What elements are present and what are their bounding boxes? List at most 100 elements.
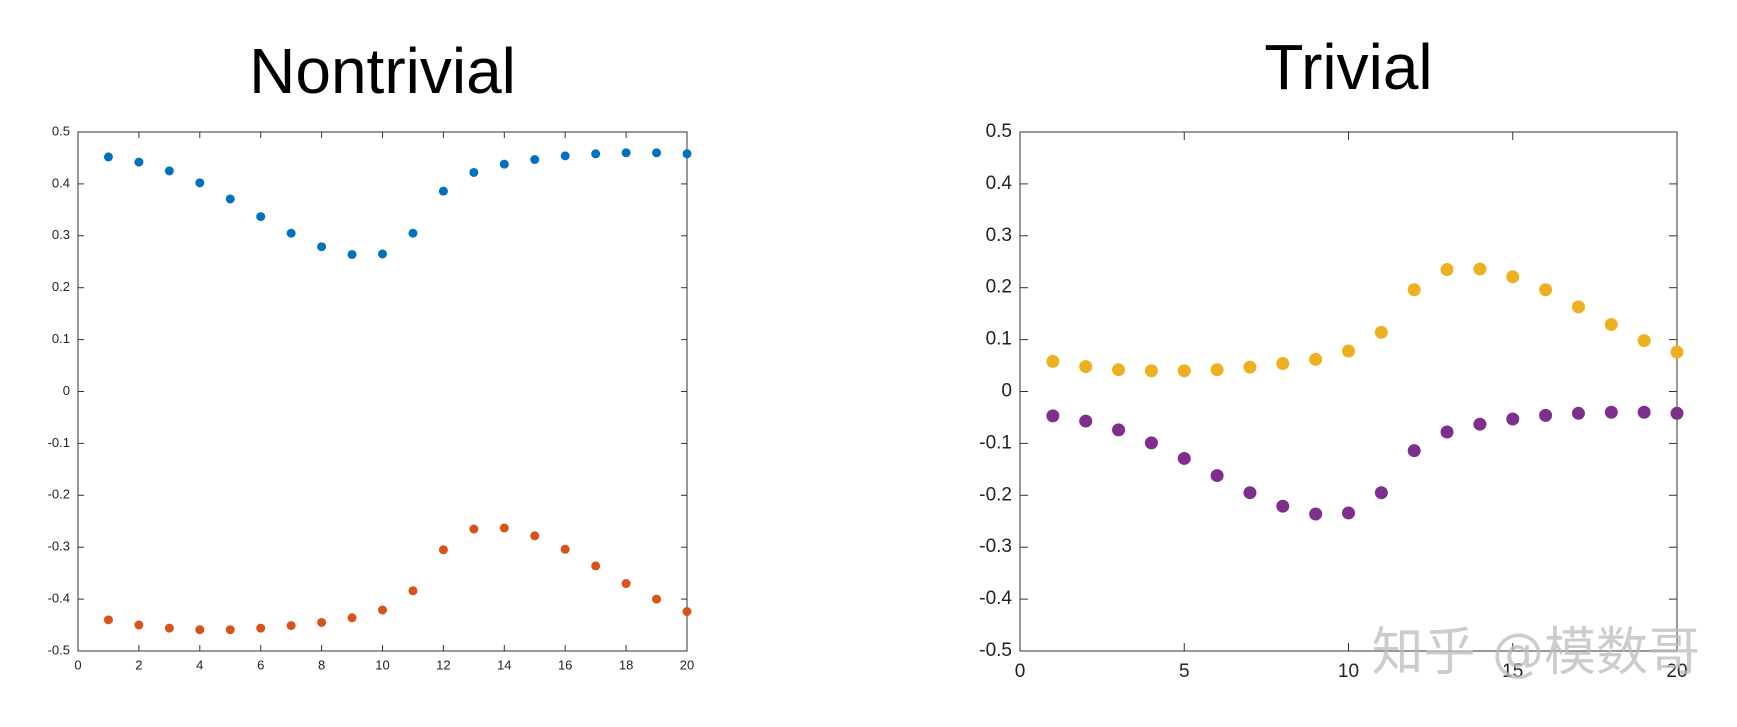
y-tick-label: 0.3 [52,227,70,242]
y-tick-label: -0.1 [48,435,70,450]
y-tick-label: -0.3 [48,539,70,554]
point [1670,345,1684,359]
point [1177,451,1191,465]
y-tick-label: -0.2 [48,487,70,502]
point [347,613,357,623]
point [499,523,509,533]
point [164,166,174,176]
point [652,148,662,158]
y-tick-label: -0.4 [48,591,70,606]
point [1473,417,1487,431]
point [621,579,631,589]
point [103,615,113,625]
x-tick-label: 18 [619,657,633,672]
chart-title: Trivial [1264,31,1432,103]
x-tick-label: 5 [1179,661,1190,682]
point [469,524,479,534]
point [1473,262,1487,276]
x-tick-label: 16 [558,657,572,672]
point [682,607,692,617]
y-tick-label: 0.3 [986,225,1012,246]
point [317,242,327,252]
x-tick-label: 0 [74,657,81,672]
point [134,157,144,167]
point [286,621,296,631]
y-tick-label: 0 [63,383,70,398]
point [1571,406,1585,420]
x-tick-label: 20 [680,657,694,672]
point [560,544,570,554]
point [195,625,205,635]
x-tick-label: 20 [1666,661,1687,682]
point [195,178,205,188]
point [1112,363,1126,377]
point [1604,318,1618,332]
chart-title: Nontrivial [249,35,516,107]
point [1670,406,1684,420]
point [1374,486,1388,500]
point [1144,436,1158,450]
point [1276,499,1290,513]
point [1046,409,1060,423]
point [1112,423,1126,437]
point [164,623,174,633]
plot-frame [1019,131,1678,652]
x-tick-label: 12 [436,657,450,672]
y-tick-label: 0.5 [52,123,70,138]
y-tick-label: 0.4 [52,175,70,190]
point [103,152,113,162]
y-tick-label: 0.1 [52,331,70,346]
point [438,186,448,196]
point [530,531,540,541]
point [317,617,327,627]
point [469,167,479,177]
point [1506,270,1520,284]
point [1407,444,1421,458]
y-tick-label: -0.5 [48,642,70,657]
point [1440,425,1454,439]
point [591,561,601,571]
y-tick-label: -0.2 [979,484,1012,505]
x-tick-label: 10 [1338,661,1359,682]
point [1309,507,1323,521]
point [1177,364,1191,378]
point [378,249,387,259]
y-tick-label: -0.3 [979,536,1012,557]
point [1637,405,1651,419]
point [1440,263,1454,277]
point [1144,364,1158,378]
point [1079,414,1093,428]
point [225,625,235,635]
point [1079,360,1093,374]
point [652,594,662,604]
y-tick-label: -0.1 [979,432,1012,453]
point [1309,352,1323,366]
point [1571,300,1585,314]
point [378,605,387,615]
x-tick-label: 0 [1015,661,1026,682]
y-tick-label: 0.5 [986,121,1012,142]
y-tick-label: 0.2 [986,277,1012,298]
point [1276,356,1290,370]
y-tick-label: 0 [1001,381,1012,402]
point [1407,283,1421,297]
point [1243,360,1257,374]
point [1210,363,1224,377]
point [591,149,601,159]
y-tick-label: -0.5 [979,640,1012,661]
point [499,159,509,169]
point [621,148,631,158]
point [408,228,418,238]
point [1243,486,1257,500]
point [347,249,357,259]
point [1210,469,1224,483]
watermark: 知乎 @模数哥 [1371,623,1700,683]
point [1506,412,1520,426]
y-tick-label: 0.2 [52,279,70,294]
x-tick-label: 14 [497,657,511,672]
x-tick-label: 10 [375,657,389,672]
point [1342,344,1355,358]
point [1342,506,1355,520]
